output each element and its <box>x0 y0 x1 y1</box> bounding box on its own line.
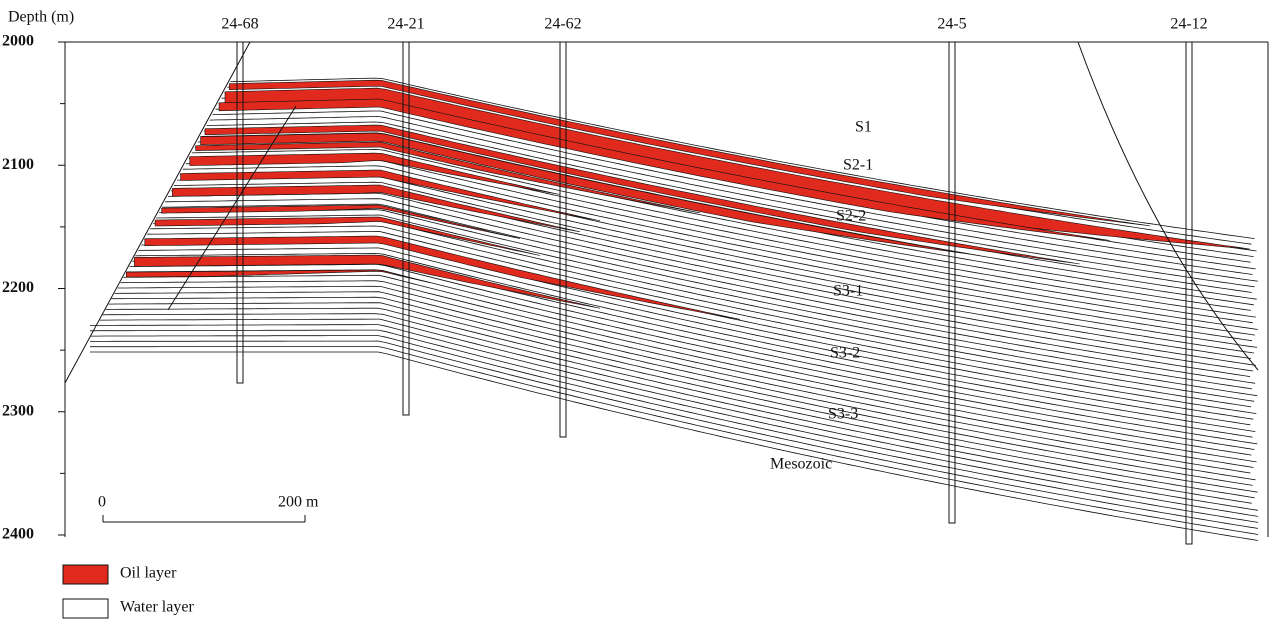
cross-section: Depth (m) S1 S2-1 S2-2 S3-1 S3-2 S3-3 Me… <box>0 0 1273 627</box>
legend-swatch <box>63 599 108 618</box>
well-label: 24-68 <box>221 16 258 33</box>
tick-label: 2200 <box>2 279 34 296</box>
scale-start: 0 <box>98 494 106 511</box>
stratum-line <box>121 281 1257 462</box>
well-label: 24-62 <box>544 16 581 33</box>
tick-label: 2100 <box>2 156 34 173</box>
stratum-line <box>135 253 1255 431</box>
well-label: 24-21 <box>387 16 424 33</box>
fault <box>1078 42 1258 370</box>
stratum-line <box>90 336 1258 523</box>
axis-label: Depth (m) <box>8 9 74 26</box>
layer-label: Mesozoic <box>770 456 832 473</box>
stratum-line <box>138 248 1250 425</box>
legend-swatch <box>63 565 108 584</box>
tick-label: 2000 <box>2 33 34 50</box>
tick-label: 2300 <box>2 402 34 419</box>
scale-end: 200 m <box>278 494 319 511</box>
layer-label: S2-2 <box>836 208 866 225</box>
legend-label: Water layer <box>120 599 194 616</box>
well-label: 24-5 <box>937 16 966 33</box>
layer-label: S1 <box>855 119 872 136</box>
layer-label: S2-1 <box>843 157 873 174</box>
legend-label: Oil layer <box>120 565 177 582</box>
stratum-line <box>141 243 1253 420</box>
oil-layer <box>225 88 1250 249</box>
stratum-line <box>132 259 1252 437</box>
well <box>560 42 566 437</box>
layer-label: S3-3 <box>828 406 858 423</box>
tick-label: 2400 <box>2 526 34 543</box>
layer-label: S3-1 <box>833 283 863 300</box>
stratum-line <box>90 325 1258 511</box>
stratum-line <box>90 330 1258 516</box>
layer-label: S3-2 <box>830 345 860 362</box>
well-label: 24-12 <box>1170 16 1207 33</box>
